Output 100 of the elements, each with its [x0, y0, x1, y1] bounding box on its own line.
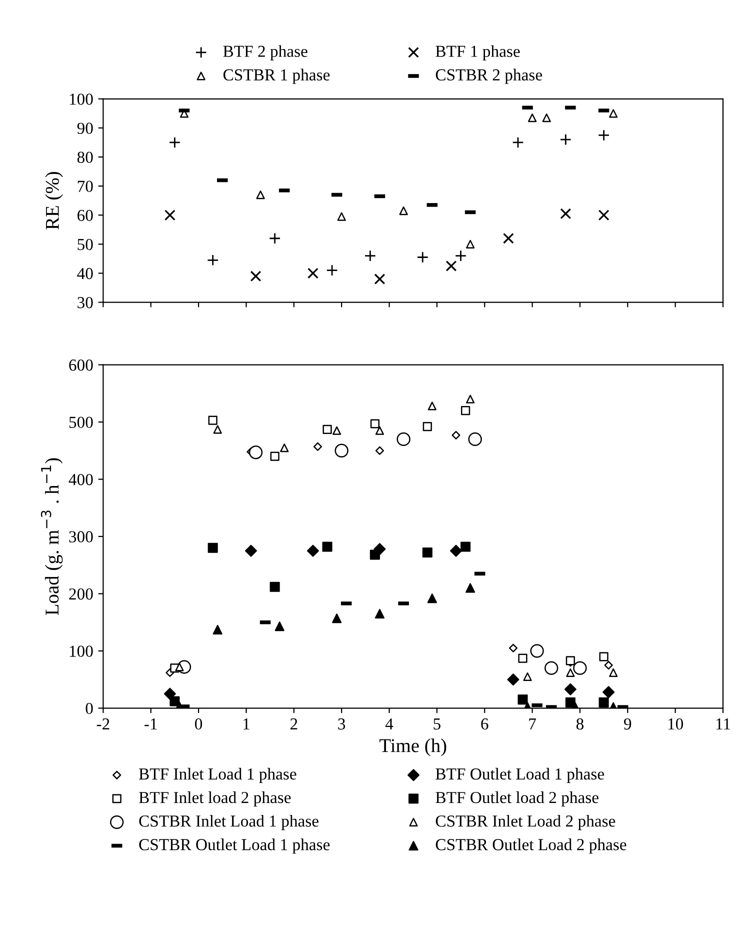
legend-label: BTF Outlet load 2 phase [436, 791, 598, 807]
point [268, 232, 281, 244]
point [208, 416, 218, 425]
point [213, 425, 222, 434]
y-tick-label: 60 [78, 210, 93, 222]
y-tick-label: 200 [69, 588, 93, 600]
legend-label: CSTBR Inlet Load 1 phase [139, 814, 318, 830]
point [206, 254, 219, 266]
y-tick-label: 70 [78, 180, 93, 192]
y-tick-label: 90 [77, 122, 93, 134]
x-tick-label: -2 [96, 718, 110, 730]
point [450, 544, 462, 557]
x-tick-label: -1 [144, 718, 157, 730]
legend-label: BTF Inlet load 2 phase [138, 791, 291, 807]
y-tick-label: 0 [86, 702, 93, 714]
point [446, 260, 457, 272]
y-tick-label: 80 [77, 152, 93, 163]
point [306, 544, 319, 557]
legend-label: CSTBR 2 phase [436, 68, 542, 84]
legend-label: BTF 2 phase [223, 45, 308, 60]
point [248, 446, 263, 460]
point [270, 452, 280, 461]
point [565, 697, 576, 708]
legend-label: CSTBR Outlet Load 2 phase [436, 838, 626, 854]
point [460, 542, 471, 552]
point [507, 674, 520, 686]
point [326, 264, 338, 276]
point [334, 444, 348, 458]
x-tick-label: 6 [481, 718, 488, 730]
point [466, 240, 475, 248]
point [602, 686, 615, 698]
point [466, 583, 476, 593]
point [523, 672, 532, 681]
point [280, 443, 289, 452]
point [508, 644, 518, 652]
point [609, 109, 618, 118]
x-tick-label: 11 [716, 718, 730, 730]
point [375, 446, 384, 455]
point [164, 210, 176, 221]
x-tick-label: 2 [290, 718, 298, 730]
point [598, 697, 609, 708]
point [428, 402, 436, 410]
x-tick-label: 10 [668, 718, 684, 730]
x-tick-label: 4 [385, 718, 394, 730]
x-tick-label: 0 [195, 718, 202, 730]
x-tick-label: 8 [576, 718, 584, 730]
point [396, 432, 410, 446]
point [609, 668, 618, 677]
x-tick-label: 5 [434, 718, 440, 730]
point [460, 406, 470, 416]
point [518, 654, 528, 663]
legend-label: CSTBR Inlet Load 2 phase [436, 814, 616, 830]
point [337, 212, 346, 221]
point [274, 622, 284, 632]
y-tick-label: 100 [70, 94, 93, 105]
point [528, 113, 537, 122]
point [542, 113, 551, 122]
point [598, 210, 610, 221]
point [560, 134, 572, 146]
y-tick-label: 300 [69, 531, 93, 542]
point [322, 424, 332, 434]
y-tick-label: 40 [77, 268, 93, 280]
point [599, 652, 608, 662]
point [270, 582, 280, 592]
x-tick-label: 3 [338, 718, 346, 730]
point [250, 270, 262, 282]
point [399, 206, 408, 216]
y-tick-label: 100 [70, 646, 93, 657]
point [374, 608, 385, 619]
point [604, 660, 613, 670]
y-tick-label: 30 [78, 296, 93, 308]
point [416, 251, 428, 264]
x-tick-label: 9 [624, 718, 632, 730]
point [212, 624, 222, 635]
point [322, 542, 332, 552]
x-tick-label: 1 [244, 718, 250, 730]
point [370, 419, 380, 428]
point [168, 136, 181, 148]
point [466, 394, 475, 404]
point [560, 208, 572, 220]
point [364, 250, 376, 262]
point [454, 250, 467, 262]
y-axis-title: RE (%) [45, 172, 63, 230]
y-tick-label: 600 [69, 360, 93, 371]
point [512, 136, 524, 148]
y-tick-label: 400 [68, 474, 93, 486]
point [422, 422, 432, 432]
y-tick-label: 50 [78, 238, 93, 250]
legend-label: BTF Outlet Load 1 phase [436, 768, 604, 783]
point [544, 661, 558, 675]
y-axis-title: Load (g. m$^{−3}$ . h$^{−1}$) [40, 458, 63, 616]
point [573, 661, 587, 675]
point [370, 550, 380, 560]
point [564, 683, 576, 696]
legend-label: BTF 1 phase [436, 45, 520, 60]
point [530, 644, 544, 658]
point [518, 694, 528, 705]
legend-label: CSTBR 1 phase [223, 68, 330, 84]
point [375, 426, 384, 435]
point [422, 547, 432, 558]
